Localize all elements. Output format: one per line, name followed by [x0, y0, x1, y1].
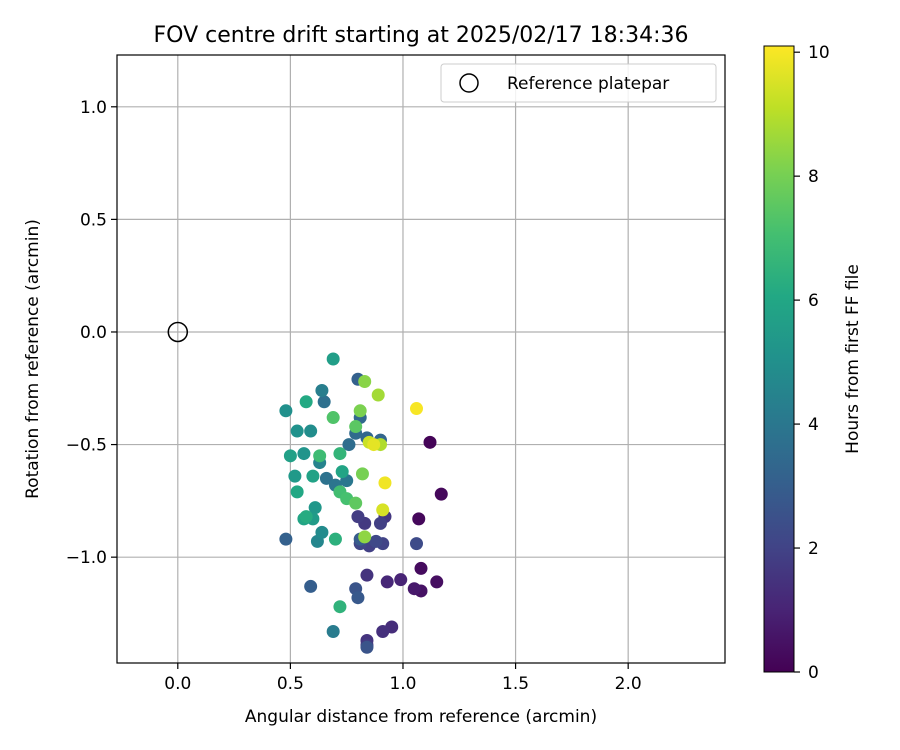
y-tick-label: 0.5 [80, 210, 107, 230]
chart-title: FOV centre drift starting at 2025/02/17 … [154, 23, 689, 48]
data-point [313, 449, 327, 463]
colorbar-ticks: 0 2 4 6 8 10 [794, 43, 830, 683]
data-point [369, 534, 383, 548]
data-point [328, 532, 342, 546]
data-point [283, 449, 297, 463]
x-tick-label: 2.0 [615, 674, 642, 694]
data-point [333, 600, 347, 614]
data-point [333, 447, 347, 461]
data-point [353, 404, 367, 418]
data-point [304, 579, 318, 593]
legend-reference-marker-icon [459, 73, 479, 93]
data-point [376, 503, 390, 517]
data-point [306, 469, 320, 483]
data-points [279, 352, 448, 654]
data-point [394, 573, 408, 587]
data-point [288, 469, 302, 483]
data-point [360, 640, 374, 654]
data-point [351, 510, 365, 524]
data-point [304, 424, 318, 438]
data-point [407, 582, 421, 596]
data-point [349, 420, 363, 434]
legend: Reference platepar [440, 63, 717, 103]
y-axis-ticks: −1.0 −0.5 0.0 0.5 1.0 [66, 98, 117, 568]
data-point [326, 624, 340, 638]
y-tick-label: 0.0 [80, 323, 107, 343]
grid-lines [117, 55, 725, 663]
colorbar-tick-label: 0 [808, 663, 819, 683]
data-point [315, 384, 329, 398]
x-tick-label: 0.5 [277, 674, 304, 694]
colorbar-tick-label: 10 [808, 43, 830, 63]
data-point [290, 424, 304, 438]
data-point [409, 537, 423, 551]
data-point [358, 375, 372, 389]
data-point [414, 561, 428, 575]
data-point [279, 404, 293, 418]
data-point [355, 467, 369, 481]
x-axis-label: Angular distance from reference (arcmin) [245, 707, 597, 727]
data-point [378, 476, 392, 490]
data-point [317, 395, 331, 409]
data-point [297, 447, 311, 461]
data-point [308, 501, 322, 515]
data-point [299, 395, 313, 409]
data-point [409, 402, 423, 416]
y-axis-label: Rotation from reference (arcmin) [23, 219, 43, 499]
x-tick-label: 1.0 [389, 674, 416, 694]
data-point [315, 525, 329, 539]
data-point [342, 438, 356, 452]
data-point [371, 388, 385, 402]
data-point [380, 575, 394, 589]
plot-frame [116, 54, 726, 664]
y-tick-label: −0.5 [66, 436, 107, 456]
data-point [279, 532, 293, 546]
y-tick-label: −1.0 [66, 548, 107, 568]
legend-label: Reference platepar [507, 74, 669, 94]
data-point [351, 591, 365, 605]
data-point [358, 530, 372, 544]
data-point [349, 496, 363, 510]
colorbar-tick-label: 2 [808, 539, 819, 559]
x-tick-label: 0.0 [164, 674, 191, 694]
data-point [335, 465, 349, 479]
x-axis-ticks: 0.0 0.5 1.0 1.5 2.0 [164, 663, 642, 694]
data-point [299, 510, 313, 524]
data-point [326, 352, 340, 366]
data-point [360, 568, 374, 582]
data-point [367, 438, 381, 452]
reference-marker [167, 321, 189, 343]
data-point [423, 435, 437, 449]
colorbar-label: Hours from first FF file [843, 264, 863, 454]
colorbar: 0 2 4 6 8 10 Hours from first FF file [763, 43, 863, 683]
colorbar-gradient [763, 45, 795, 673]
colorbar-tick-label: 8 [808, 167, 819, 187]
colorbar-tick-label: 6 [808, 291, 819, 311]
data-point [376, 624, 390, 638]
data-point [412, 512, 426, 526]
data-point [434, 487, 448, 501]
colorbar-tick-label: 4 [808, 415, 819, 435]
data-point [430, 575, 444, 589]
data-point [326, 411, 340, 425]
x-tick-label: 1.5 [502, 674, 529, 694]
plot-area [117, 55, 725, 663]
data-point [290, 485, 304, 499]
y-tick-label: 1.0 [80, 98, 107, 118]
data-point [319, 471, 333, 485]
legend-box [440, 63, 717, 103]
data-point [373, 516, 387, 530]
